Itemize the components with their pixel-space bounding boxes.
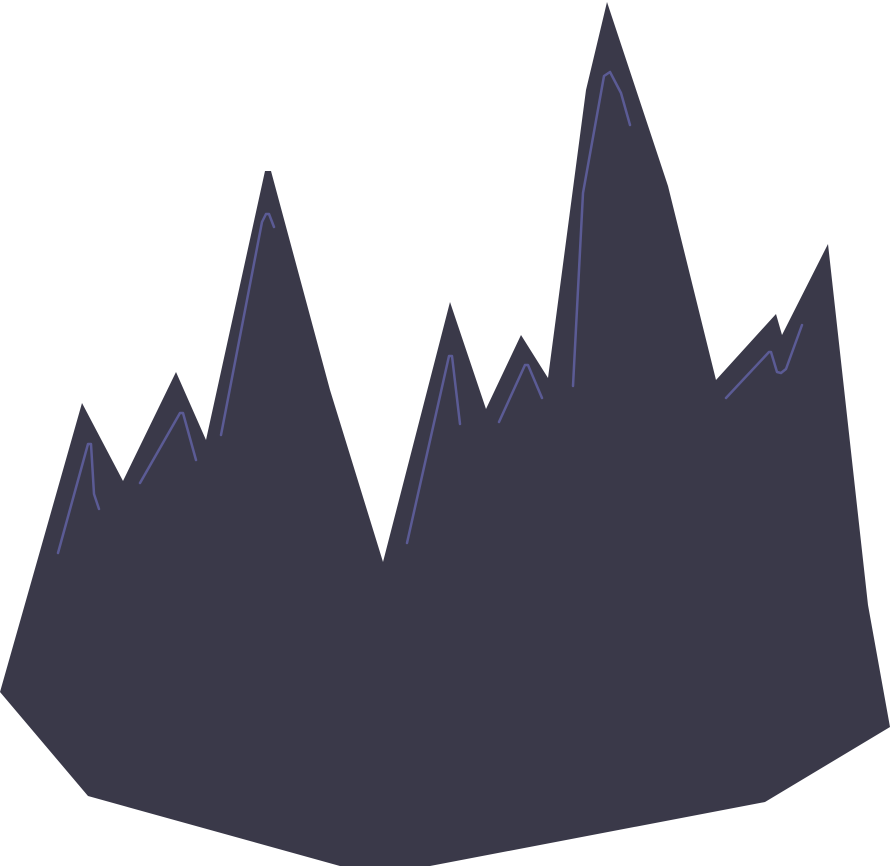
highlight-peak-1 [56, 442, 101, 555]
highlight-peak-4 [405, 354, 462, 545]
highlight-peak-5 [497, 363, 544, 424]
highlight-peak-2 [138, 411, 198, 485]
highlight-peak-7 [724, 323, 804, 400]
highlight-peak-6 [571, 70, 632, 388]
highlight-peak-3 [219, 212, 276, 437]
